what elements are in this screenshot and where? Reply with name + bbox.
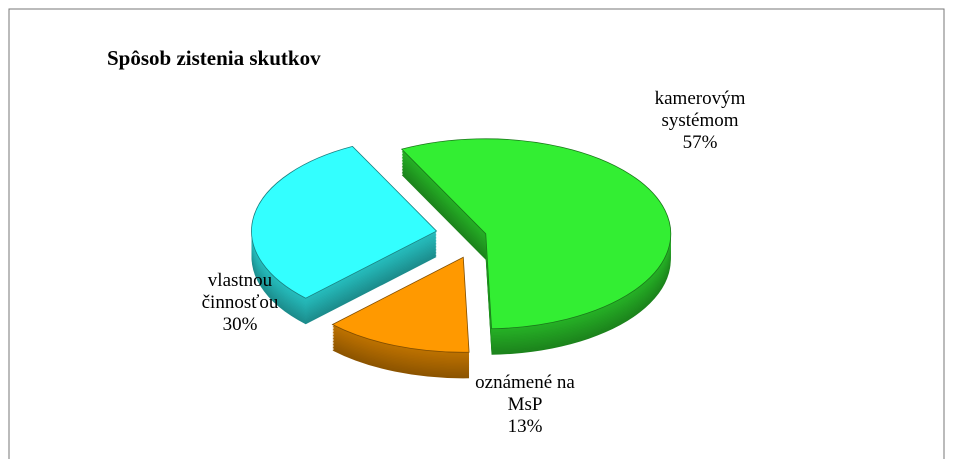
slice-label: kamerovým systémom [654,88,746,131]
slice-label: vlastnou činnosťou [201,270,279,313]
slice-label: oznámené na MsP [475,372,575,415]
slice-value-label: 13% [507,416,543,437]
chart-title: Spôsob zistenia skutkov [107,46,321,70]
frame [8,8,945,459]
slice [400,138,672,330]
slice [251,145,438,299]
slice [331,256,470,353]
slice-value-label: 30% [222,314,258,335]
slice-value-label: 57% [682,132,718,153]
